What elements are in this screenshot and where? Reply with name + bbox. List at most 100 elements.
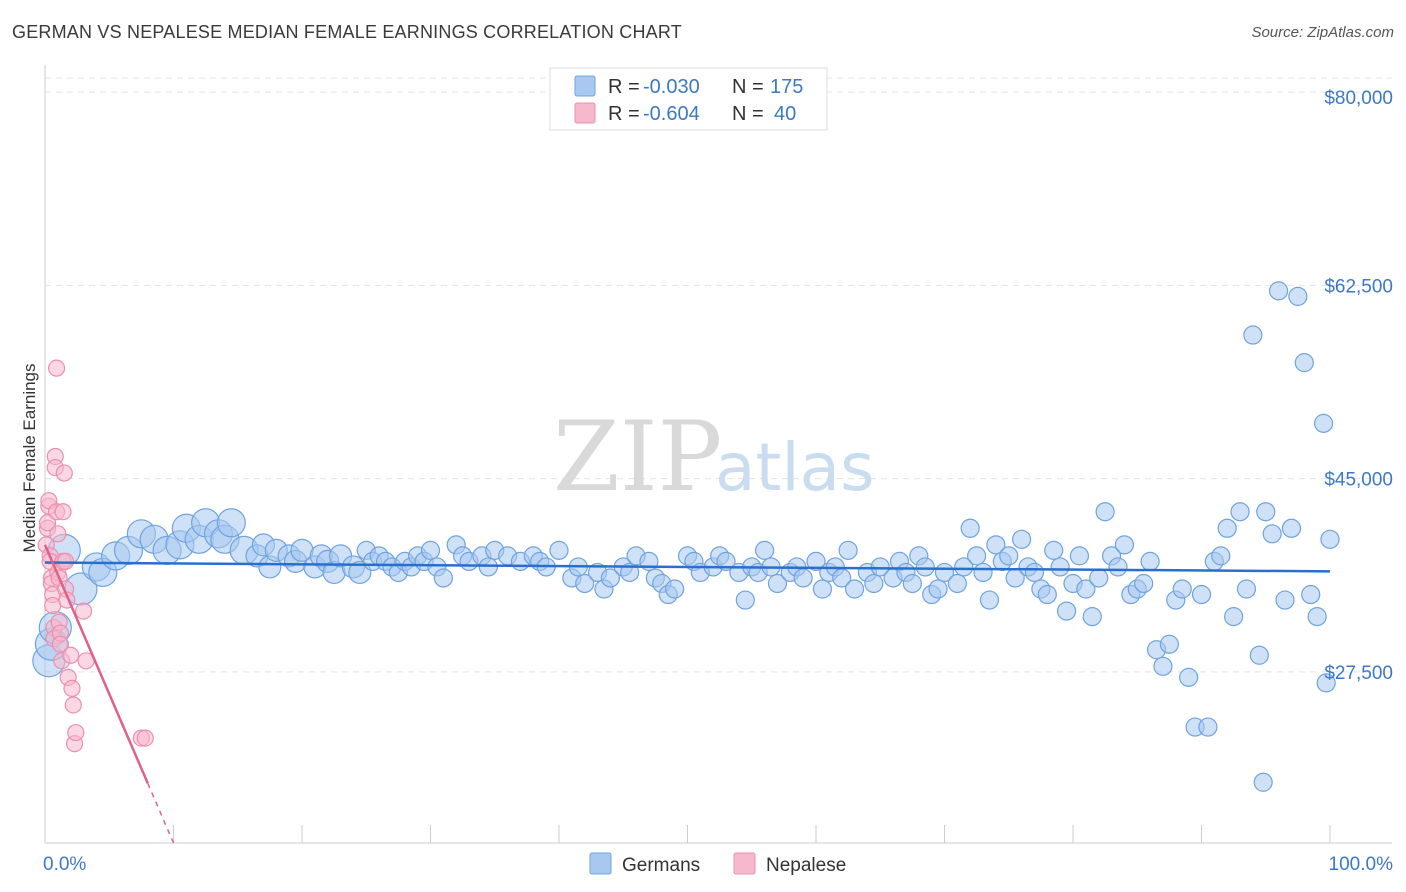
germans-point-134 [1114,535,1135,555]
nepalese-point-2 [38,514,57,532]
nepalese-point-32 [63,679,81,698]
legend-box [549,67,828,131]
germans-point-165 [1307,607,1327,627]
nepalese-point-15 [47,359,66,377]
germans-point-44 [420,540,441,560]
germans-point-120 [1024,562,1045,583]
germans-point-161 [1281,518,1302,538]
y-tick-label-2: $62,500 [1324,276,1393,297]
germans-point-66 [620,562,640,583]
nepalese-point-35 [67,723,85,742]
germans-point-118 [1011,529,1032,549]
germans-point-104 [915,557,935,577]
germans-point-128 [1076,579,1096,599]
germans-point-164 [1301,584,1321,605]
legend-bottom-swatch-germans [589,852,612,875]
germans-point-122 [1037,584,1057,605]
germans-point-131 [1095,502,1115,522]
germans-point-127 [1069,546,1090,566]
germans-point-109 [954,557,974,577]
germans-point-153 [1236,579,1257,599]
germans-point-150 [1217,518,1237,538]
germans-point-160 [1275,590,1295,610]
germans-point-111 [967,546,987,566]
y-tick-label-0: $27,500 [1324,663,1393,684]
germans-point-137 [1134,573,1154,594]
chart-title: GERMAN VS NEPALESE MEDIAN FEMALE EARNING… [12,22,682,42]
nepalese-point-22 [51,635,70,653]
legend-r-label-germans: R = [608,76,640,98]
germans-point-113 [979,590,1000,610]
germans-point-108 [947,573,967,594]
legend-n-label-nepalese: N = [732,103,764,125]
germans-point-89 [806,551,826,572]
y-tick-label-1: $45,000 [1324,470,1393,491]
watermark-atlas: atlas [715,429,875,506]
germans-point-110 [960,518,980,538]
germans-point-166 [1313,413,1334,433]
germans-point-85 [767,573,788,594]
germans-point-159 [1268,281,1289,301]
germans-point-138 [1140,551,1160,572]
legend-bottom-swatch-nepalese [733,852,756,875]
series-germans [32,281,1340,792]
germans-point-140 [1153,656,1173,676]
nepalese-point-39 [136,729,154,747]
grid-lines [45,77,1392,673]
germans-point-114 [986,535,1006,555]
germans-point-158 [1262,524,1282,544]
germans-point-157 [1256,502,1276,522]
legend-top: R = -0.030 N = 175 R = -0.604 N = 40 [549,67,828,131]
germans-point-130 [1089,568,1109,588]
legend-r-label-nepalese: R = [608,103,640,125]
watermark: ZIP atlas [553,401,875,513]
trend-lines [43,544,1331,844]
germans-point-125 [1056,601,1077,621]
watermark-zip: ZIP [553,401,722,513]
germans-point-129 [1082,607,1102,627]
x-tick-label-max: 100.0% [1329,854,1394,875]
germans-point-95 [844,579,865,599]
nepalese-point-33 [64,696,82,714]
germans-point-154 [1243,325,1263,345]
germans-point-102 [902,573,922,594]
legend-n-value-germans: 175 [770,76,803,98]
x-tick-label-min: 0.0% [43,854,86,875]
legend-swatch-germans [574,75,596,97]
germans-point-94 [838,540,858,560]
germans-point-146 [1191,584,1212,605]
legend-swatch-nepalese [574,102,596,124]
germans-point-149 [1211,546,1231,566]
nepalese-trend-line [43,544,149,784]
germans-point-46 [433,568,453,588]
legend-bottom: Germans Nepalese [589,852,846,876]
germans-point-83 [754,540,775,560]
germans-point-88 [793,568,813,588]
germans-point-162 [1288,286,1308,306]
germans-point-98 [870,557,890,577]
germans-point-147 [1198,717,1218,737]
germans-point-133 [1108,557,1128,577]
legend-r-value-nepalese: -0.604 [643,103,700,125]
legend-bottom-label-nepalese: Nepalese [766,855,846,876]
germans-point-61 [575,573,595,594]
germans-point-152 [1230,502,1250,522]
germans-trend-line [44,561,1331,573]
legend-n-value-nepalese: 40 [774,103,796,125]
germans-point-112 [973,562,993,583]
germans-point-155 [1249,645,1269,665]
y-tick-labels: $27,500 $45,000 $62,500 $80,000 [1324,88,1393,684]
germans-point-51 [478,557,498,577]
legend-bottom-label-germans: Germans [622,855,700,876]
germans-point-168 [1320,529,1340,549]
legend-n-label-germans: N = [732,76,764,98]
nepalese-point-31 [62,646,80,664]
nepalese-point-17 [49,525,67,543]
germans-point-141 [1159,634,1179,654]
nepalese-point-26 [55,464,73,482]
germans-point-163 [1294,353,1314,373]
germans-point-143 [1172,579,1192,599]
y-axis-label: Median Female Earnings [20,364,39,553]
germans-point-58 [549,540,569,560]
